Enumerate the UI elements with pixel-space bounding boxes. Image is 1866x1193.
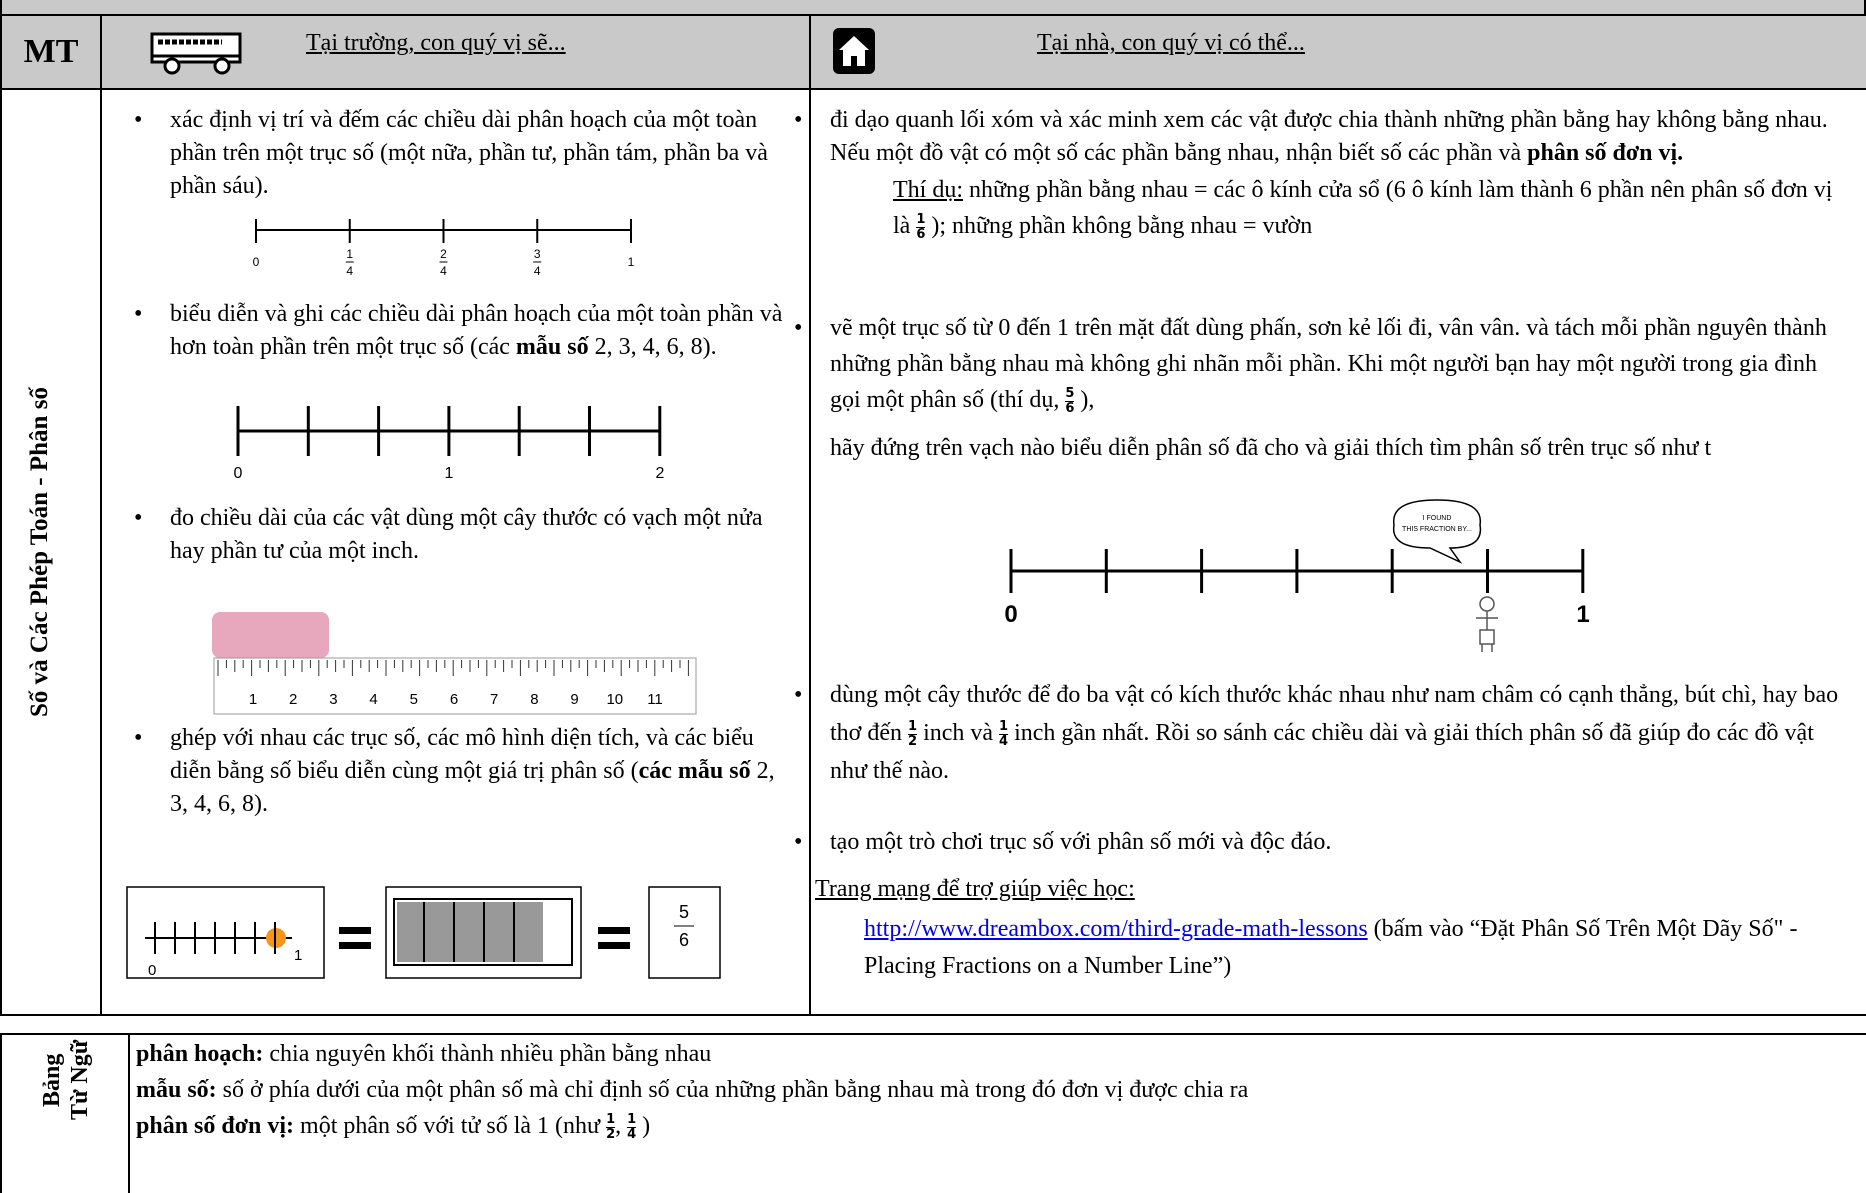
bubble-text: I FOUND THIS FRACTION BY... — [1402, 515, 1472, 533]
tick-label: 2 — [440, 247, 447, 261]
text: ghép với nhau các trục số, các mô hình d… — [170, 725, 754, 784]
text: inch gần nhất. Rồi so sánh các chiều dài… — [830, 720, 1814, 784]
text: 6 — [1065, 400, 1075, 416]
tick-label: 0 — [253, 255, 260, 269]
text: số ở phía dưới của một phân số mà chỉ đị… — [216, 1077, 1249, 1103]
code: MT — [23, 33, 79, 70]
link[interactable]: http://www.dreambox.com/third-grade-math… — [864, 916, 1368, 942]
text: 6 — [916, 226, 926, 242]
text: ) — [636, 1113, 651, 1139]
tick-label: 4 — [534, 264, 541, 278]
tick-label: 4 — [440, 264, 447, 278]
text: 4 — [627, 1126, 637, 1142]
bullet: dùng một cây thước để đo ba vật có kích … — [794, 676, 1845, 790]
text: các mẫu số — [638, 758, 751, 784]
school-heading: Tại trường, con quý vị sẽ... — [306, 30, 566, 56]
code-cell: MT — [0, 14, 102, 90]
ruler-label: 10 — [606, 691, 623, 708]
ruler-label: 3 — [329, 691, 337, 708]
text: mẫu số: — [136, 1077, 217, 1103]
home-cell — [809, 88, 1866, 1016]
bullet: vẽ một trục số từ 0 đến 1 trên mặt đất d… — [794, 310, 1845, 502]
vocab-label-cell: Bảng Từ Ngữ — [0, 1033, 130, 1193]
vocab-label: Bảng Từ Ngữ — [38, 1035, 94, 1125]
tick-label: 4 — [346, 264, 353, 278]
tick-label: 2 — [656, 465, 665, 482]
tick-label: 0 — [1004, 601, 1017, 628]
house-icon — [833, 28, 875, 74]
text: Thí dụ: — [893, 177, 963, 203]
ruler-label: 6 — [450, 691, 458, 708]
bullet: xác định vị trí và đếm các chiều dài phâ… — [134, 104, 790, 203]
text: đi dạo quanh lối xóm và xác minh xem các… — [830, 107, 1828, 166]
text: Từ Ngữ — [67, 1039, 93, 1121]
ruler-label: 2 — [289, 691, 297, 708]
text: 1 — [916, 211, 926, 228]
text: vẽ một trục số từ 0 đến 1 trên mặt đất d… — [830, 315, 1827, 413]
bullet: đi dạo quanh lối xóm và xác minh xem các… — [794, 104, 1840, 244]
ruler-label: 1 — [249, 691, 257, 708]
ruler-label: 9 — [570, 691, 578, 708]
text: một phân số với tử số là 1 (như — [294, 1113, 607, 1139]
tick-label: 1 — [346, 247, 353, 261]
resources-heading: Trang mạng để trợ giúp việc học: — [815, 876, 1135, 902]
text: , — [615, 1113, 628, 1139]
vocab-entries: phân hoạch: chia nguyên khối thành nhiều… — [136, 1036, 1856, 1144]
text: những phần bằng nhau = các ô kính cửa sổ… — [893, 177, 1833, 239]
ruler-label: 11 — [647, 691, 663, 708]
home-header: Tại nhà, con quý vị có thể... — [809, 14, 1866, 90]
text: Bảng — [39, 1053, 65, 1107]
ruler-label: 5 — [410, 691, 418, 708]
fraction: 6 — [679, 930, 689, 950]
tick-label: 1 — [628, 255, 635, 269]
bullet: tạo một trò chơi trục số với phân số mới… — [794, 826, 1845, 859]
text: ); những phần không bằng nhau = vườn — [925, 213, 1313, 239]
text: 1 — [999, 718, 1009, 735]
text: 1 — [627, 1111, 637, 1128]
text: hãy đứng trên vạch nào biểu diễn phân số… — [830, 435, 1712, 461]
text: 2 — [908, 733, 918, 749]
text: dùng một cây thước để đo ba vật có kích … — [830, 682, 1839, 746]
fraction: 5 — [679, 902, 689, 922]
ruler-label: 8 — [530, 691, 538, 708]
text: chia nguyên khối thành nhiều phần bằng n… — [263, 1041, 712, 1067]
tick-label: 0 — [234, 465, 243, 482]
tick-label: 1 — [1576, 601, 1589, 628]
text: 1 — [908, 718, 918, 735]
text: 2, 3, 4, 6, 8). — [588, 334, 717, 360]
text: mẫu số — [515, 334, 589, 360]
tick-label: 1 — [294, 947, 302, 964]
ruler — [213, 657, 697, 715]
text: ), — [1074, 387, 1095, 413]
ruler-label: 7 — [490, 691, 498, 708]
bus-icon — [150, 32, 242, 75]
text: phân hoạch: — [136, 1041, 264, 1067]
bullet: ghép với nhau các trục số, các mô hình d… — [134, 722, 790, 821]
text: 4 — [999, 733, 1009, 749]
ruler-label: 4 — [369, 691, 377, 708]
text: 5 — [1065, 385, 1075, 402]
text: 2 — [606, 1126, 616, 1142]
text: phân số đơn vị. — [1527, 140, 1684, 166]
eraser — [212, 612, 329, 658]
resource-link: http://www.dreambox.com/third-grade-math… — [864, 911, 1854, 985]
text: inch và — [917, 720, 1000, 746]
bullet: đo chiều dài của các vật dùng một cây th… — [134, 502, 790, 568]
bullet: biểu diễn và ghi các chiều dài phân hoạc… — [134, 298, 790, 364]
text: 1 — [606, 1111, 616, 1128]
text: phân số đơn vị: — [136, 1113, 295, 1139]
tick-label: 3 — [534, 247, 541, 261]
vocab-cell — [128, 1033, 1866, 1193]
text: 2, 3, 4, 6, 8). — [170, 758, 775, 817]
tick-label: 1 — [445, 465, 454, 482]
tick-label: 0 — [148, 962, 156, 979]
text: biểu diễn và ghi các chiều dài phân hoạc… — [170, 301, 783, 360]
text: (bấm vào “Đặt Phân Số Trên Một Dãy Số" -… — [864, 916, 1798, 979]
home-heading: Tại nhà, con quý vị có thể... — [1037, 30, 1305, 56]
